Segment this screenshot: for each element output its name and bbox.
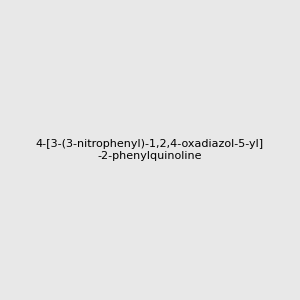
Text: 4-[3-(3-nitrophenyl)-1,2,4-oxadiazol-5-yl]
-2-phenylquinoline: 4-[3-(3-nitrophenyl)-1,2,4-oxadiazol-5-y… [36,139,264,161]
